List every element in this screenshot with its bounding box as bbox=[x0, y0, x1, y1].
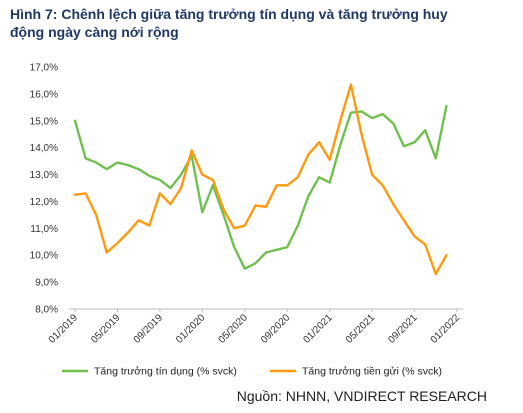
legend-label: Tăng trưởng tiền gửi (% svck) bbox=[302, 366, 442, 378]
chart-title-line2: động ngày càng nới rộng bbox=[10, 24, 179, 40]
x-tick-label: 05/2019 bbox=[89, 312, 123, 346]
legend: Tăng trưởng tín dụng (% svck) Tăng trưởng… bbox=[62, 366, 442, 378]
x-tick-label: 05/2021 bbox=[344, 312, 378, 346]
chart-title: Hình 7: Chênh lệch giữa tăng trưởng tín … bbox=[10, 5, 510, 41]
x-tick-label: 01/2020 bbox=[174, 312, 208, 346]
x-tick-label: 01/2019 bbox=[47, 312, 81, 346]
source-note: Nguồn: NHNN, VNDIRECT RESEARCH bbox=[236, 388, 487, 404]
y-tick-label: 11,0% bbox=[30, 224, 58, 235]
series-line-2 bbox=[73, 83, 448, 276]
x-tick-label: 09/2021 bbox=[386, 312, 420, 346]
x-tick-label: 01/2021 bbox=[301, 312, 335, 346]
y-axis-ticks: 8,0% 9,0% 10,0% 11,0% 12,0% 13,0% 14,0% 15,0% 16… bbox=[30, 63, 58, 316]
x-tick-label: 09/2019 bbox=[132, 312, 166, 346]
y-tick-label: 16,0% bbox=[30, 89, 58, 100]
x-tick-label: 01/2022 bbox=[429, 312, 463, 346]
y-tick-label: 9,0% bbox=[35, 278, 58, 289]
chart-title-line1: Hình 7: Chênh lệch giữa tăng trưởng tín … bbox=[10, 6, 448, 22]
x-tick-label: 05/2020 bbox=[217, 312, 251, 346]
x-axis-ticks: 01/2019 05/2019 09/2019 01/2020 05/2020 09/20… bbox=[47, 309, 463, 346]
y-tick-label: 8,0% bbox=[35, 305, 58, 316]
y-tick-label: 10,0% bbox=[30, 251, 58, 262]
y-tick-label: 12,0% bbox=[30, 197, 58, 208]
x-tick-label: 09/2020 bbox=[259, 312, 293, 346]
legend-label: Tăng trưởng tín dụng (% svck) bbox=[94, 366, 237, 378]
y-tick-label: 17,0% bbox=[30, 63, 58, 74]
y-tick-label: 14,0% bbox=[30, 143, 58, 154]
series-line-1 bbox=[73, 104, 448, 270]
y-tick-label: 13,0% bbox=[30, 170, 58, 181]
series-lines bbox=[73, 83, 448, 276]
y-tick-label: 15,0% bbox=[30, 116, 58, 127]
